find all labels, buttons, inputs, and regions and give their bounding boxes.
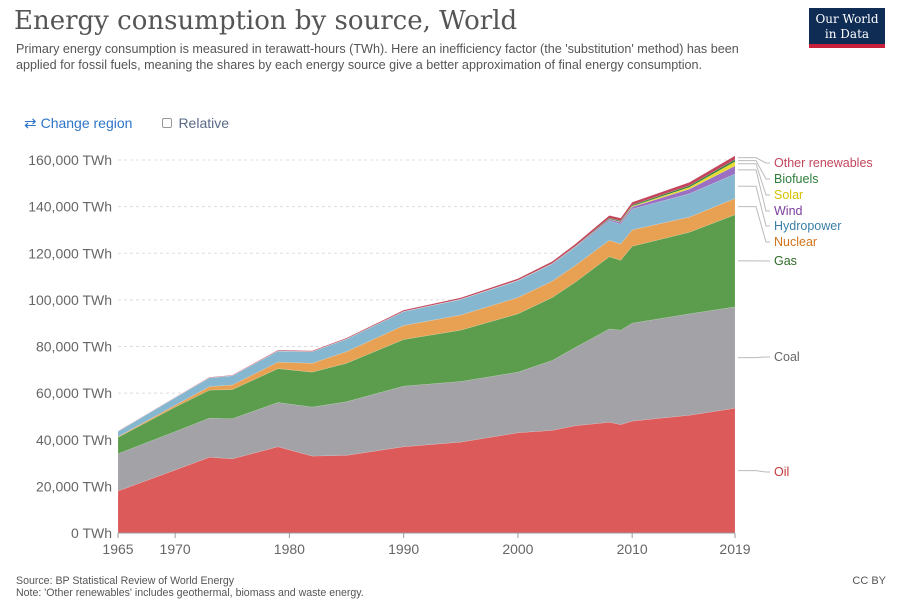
logo-line-2: in Data bbox=[824, 27, 870, 41]
x-tick-label: 2010 bbox=[617, 541, 648, 557]
y-tick-label: 100,000 TWh bbox=[28, 292, 112, 308]
series-label-wind: Wind bbox=[774, 204, 803, 218]
y-tick-label: 80,000 TWh bbox=[36, 339, 112, 355]
series-label-oil: Oil bbox=[774, 465, 789, 479]
y-tick-label: 40,000 TWh bbox=[36, 432, 112, 448]
owid-logo[interactable]: Our World in Data bbox=[809, 8, 885, 48]
x-tick-label: 1980 bbox=[274, 541, 305, 557]
swap-arrows-icon: ⇄ bbox=[24, 115, 37, 132]
x-tick-label: 1990 bbox=[388, 541, 419, 557]
connector-solar bbox=[738, 163, 770, 196]
series-label-gas: Gas bbox=[774, 254, 797, 268]
area-nuclear bbox=[117, 198, 736, 438]
y-tick-label: 60,000 TWh bbox=[36, 385, 112, 401]
series-label-nuclear: Nuclear bbox=[774, 235, 817, 249]
area-gas bbox=[117, 214, 736, 455]
chart-subtitle: Primary energy consumption is measured i… bbox=[16, 42, 739, 72]
area-other-renewables bbox=[117, 155, 736, 432]
relative-checkbox[interactable] bbox=[162, 118, 173, 128]
change-region-label: Change region bbox=[40, 115, 133, 131]
other-renewables-note: Note: 'Other renewables' includes geothe… bbox=[16, 587, 364, 599]
connector-wind bbox=[738, 169, 770, 212]
connector-hydropower bbox=[738, 185, 770, 227]
area-solar bbox=[117, 161, 736, 432]
area-coal bbox=[117, 306, 736, 492]
relative-label: Relative bbox=[178, 115, 230, 131]
connector-oil bbox=[738, 470, 770, 473]
x-tick-label: 2000 bbox=[502, 541, 533, 557]
logo-line-1: Our World bbox=[815, 12, 879, 26]
series-label-hydropower: Hydropower bbox=[774, 219, 841, 233]
y-tick-label: 140,000 TWh bbox=[28, 199, 112, 215]
y-tick-label: 160,000 TWh bbox=[28, 152, 112, 168]
source-note: Source: BP Statistical Review of World E… bbox=[16, 575, 235, 587]
series-label-other-renewables: Other renewables bbox=[774, 156, 873, 170]
x-tick-label: 2019 bbox=[719, 541, 750, 557]
x-tick-label: 1965 bbox=[102, 541, 133, 557]
connector-biofuels bbox=[738, 160, 770, 180]
relative-toggle[interactable]: Relative bbox=[162, 115, 229, 131]
series-label-biofuels: Biofuels bbox=[774, 172, 818, 186]
license-label[interactable]: CC BY bbox=[852, 575, 886, 587]
connector-coal bbox=[738, 356, 770, 359]
x-tick-label: 1970 bbox=[160, 541, 191, 557]
y-tick-label: 20,000 TWh bbox=[36, 478, 112, 494]
series-label-coal: Coal bbox=[774, 350, 800, 364]
series-label-solar: Solar bbox=[774, 188, 803, 202]
chart-controls: ⇄ Change region Relative bbox=[24, 114, 229, 132]
area-wind bbox=[117, 165, 736, 432]
page-title: Energy consumption by source, World bbox=[14, 6, 518, 36]
connector-nuclear bbox=[738, 206, 770, 243]
connector-other-renewables bbox=[738, 157, 770, 164]
area-hydropower bbox=[117, 173, 736, 438]
y-tick-label: 120,000 TWh bbox=[28, 245, 112, 261]
change-region-button[interactable]: ⇄ Change region bbox=[24, 114, 132, 132]
y-tick-label: 0 TWh bbox=[71, 525, 112, 541]
footer-notes: Source: BP Statistical Review of World E… bbox=[16, 575, 364, 599]
